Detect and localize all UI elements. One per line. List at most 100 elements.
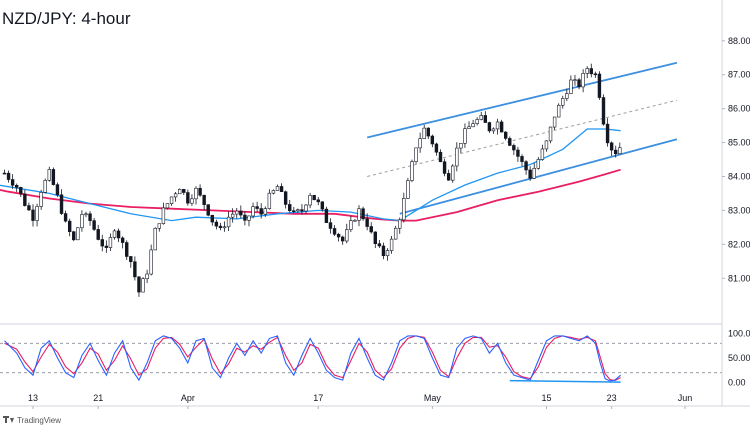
candle-body bbox=[235, 210, 239, 215]
candle-body bbox=[508, 138, 512, 146]
candle-body bbox=[589, 68, 593, 75]
candle-body bbox=[15, 184, 19, 188]
candle-body bbox=[202, 194, 206, 205]
candle-body bbox=[414, 147, 418, 163]
candle-body bbox=[35, 206, 39, 221]
candle-body bbox=[614, 149, 618, 155]
price-pane bbox=[0, 61, 678, 297]
candle-body bbox=[182, 189, 186, 193]
candle-body bbox=[442, 161, 447, 174]
candle-body bbox=[406, 180, 410, 199]
candle-body bbox=[112, 230, 117, 238]
candle-body bbox=[251, 206, 255, 217]
candle-body bbox=[410, 161, 414, 181]
candle-body bbox=[593, 73, 598, 76]
candle-body bbox=[324, 208, 329, 223]
tradingview-watermark: TradingView bbox=[17, 416, 61, 425]
candle-body bbox=[2, 172, 7, 175]
candle-body bbox=[569, 79, 573, 94]
candle-body bbox=[361, 208, 365, 220]
candle-body bbox=[585, 68, 589, 74]
candle-body bbox=[186, 192, 190, 204]
stochastic-divergence-line bbox=[509, 379, 621, 383]
time-tick-label: Apr bbox=[181, 393, 195, 403]
candle-body bbox=[491, 128, 496, 132]
candle-body bbox=[230, 213, 235, 218]
candle-body bbox=[96, 229, 100, 240]
candle-body bbox=[271, 190, 276, 194]
time-tick-label: 13 bbox=[28, 393, 38, 403]
candle-body bbox=[349, 220, 353, 230]
candle-body bbox=[544, 140, 549, 150]
candle-body bbox=[6, 172, 11, 180]
candle-body bbox=[267, 192, 272, 209]
candle-body bbox=[312, 195, 316, 201]
axes: 88.000 87.000 86.000 85.000 84.000 83.000 82.0… bbox=[0, 0, 750, 409]
candle-body bbox=[72, 231, 76, 241]
candle-body bbox=[609, 142, 614, 151]
candle-body bbox=[373, 231, 377, 244]
candle-body bbox=[226, 216, 231, 228]
candle-body bbox=[597, 73, 602, 98]
candle-body bbox=[377, 243, 382, 247]
oscillator-tick-label: 0.00 bbox=[728, 378, 746, 388]
candle-body bbox=[255, 206, 259, 209]
tradingview-logo bbox=[3, 416, 14, 423]
price-tick-label: 83.000 bbox=[728, 205, 750, 215]
time-tick-label: 17 bbox=[313, 393, 323, 403]
candle-body bbox=[76, 227, 80, 241]
candle-body bbox=[149, 249, 153, 275]
candle-body bbox=[516, 149, 520, 157]
stochastic-k-line bbox=[4, 335, 621, 382]
candle-body bbox=[336, 233, 341, 238]
sma-slow-line bbox=[0, 168, 621, 222]
candle-body bbox=[463, 128, 467, 144]
candle-body bbox=[605, 123, 610, 144]
price-tick-label: 82.000 bbox=[728, 239, 750, 249]
candle-body bbox=[129, 256, 133, 263]
candle-body bbox=[263, 208, 267, 215]
time-tick-label: May bbox=[424, 393, 442, 403]
candle-body bbox=[320, 201, 325, 210]
candle-body bbox=[471, 123, 475, 128]
candle-body bbox=[283, 191, 288, 205]
price-tick-label: 87.000 bbox=[728, 70, 750, 80]
candle-body bbox=[27, 205, 31, 211]
candle-body bbox=[316, 199, 320, 203]
candle-body bbox=[402, 198, 406, 221]
candle-body bbox=[133, 261, 137, 278]
candle-body bbox=[145, 273, 149, 279]
candle-body bbox=[430, 135, 435, 145]
candle-body bbox=[125, 242, 129, 257]
candle-body bbox=[536, 159, 541, 169]
candle-body bbox=[55, 184, 60, 196]
candle-body bbox=[418, 138, 422, 149]
candle-body bbox=[300, 209, 304, 212]
candle-body bbox=[565, 93, 569, 99]
candle-body bbox=[353, 219, 357, 222]
candle-body bbox=[503, 131, 508, 139]
candle-body bbox=[520, 156, 524, 162]
candle-body bbox=[19, 187, 23, 195]
candle-body bbox=[487, 122, 492, 132]
candle-body bbox=[601, 97, 606, 125]
candle-body bbox=[357, 208, 361, 221]
candle-body bbox=[178, 189, 182, 195]
candle-body bbox=[556, 104, 561, 118]
candle-body bbox=[446, 173, 451, 181]
candle-body bbox=[222, 226, 227, 229]
candle-body bbox=[10, 179, 15, 186]
candle-body bbox=[116, 230, 121, 239]
candle-body bbox=[206, 204, 210, 216]
candle-body bbox=[581, 73, 585, 88]
candle-body bbox=[275, 186, 280, 191]
price-tick-label: 84.000 bbox=[728, 171, 750, 181]
candle-body bbox=[332, 228, 337, 235]
candle-body bbox=[573, 79, 577, 82]
candle-body bbox=[259, 208, 263, 215]
candle-body bbox=[161, 207, 166, 225]
channel-middle-line bbox=[367, 99, 678, 177]
candle-body bbox=[369, 226, 373, 233]
candle-body bbox=[479, 115, 483, 120]
